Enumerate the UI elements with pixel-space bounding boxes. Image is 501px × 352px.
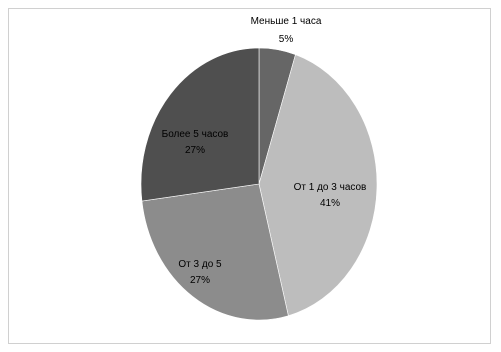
pie-slice xyxy=(141,183,289,321)
pie-slice xyxy=(140,47,260,202)
slice-category-label: Более 5 часов xyxy=(162,129,229,140)
slice-category-label: От 3 до 5 xyxy=(178,259,222,270)
pie-slice xyxy=(258,54,378,317)
slice-percent-label: 41% xyxy=(320,198,340,209)
slice-category-label: Меньше 1 часа xyxy=(251,16,322,27)
slice-percent-label: 5% xyxy=(279,34,294,45)
slice-percent-label: 27% xyxy=(190,275,210,286)
slice-percent-label: 27% xyxy=(185,145,205,156)
slice-category-label: От 1 до 3 часов xyxy=(294,182,367,193)
